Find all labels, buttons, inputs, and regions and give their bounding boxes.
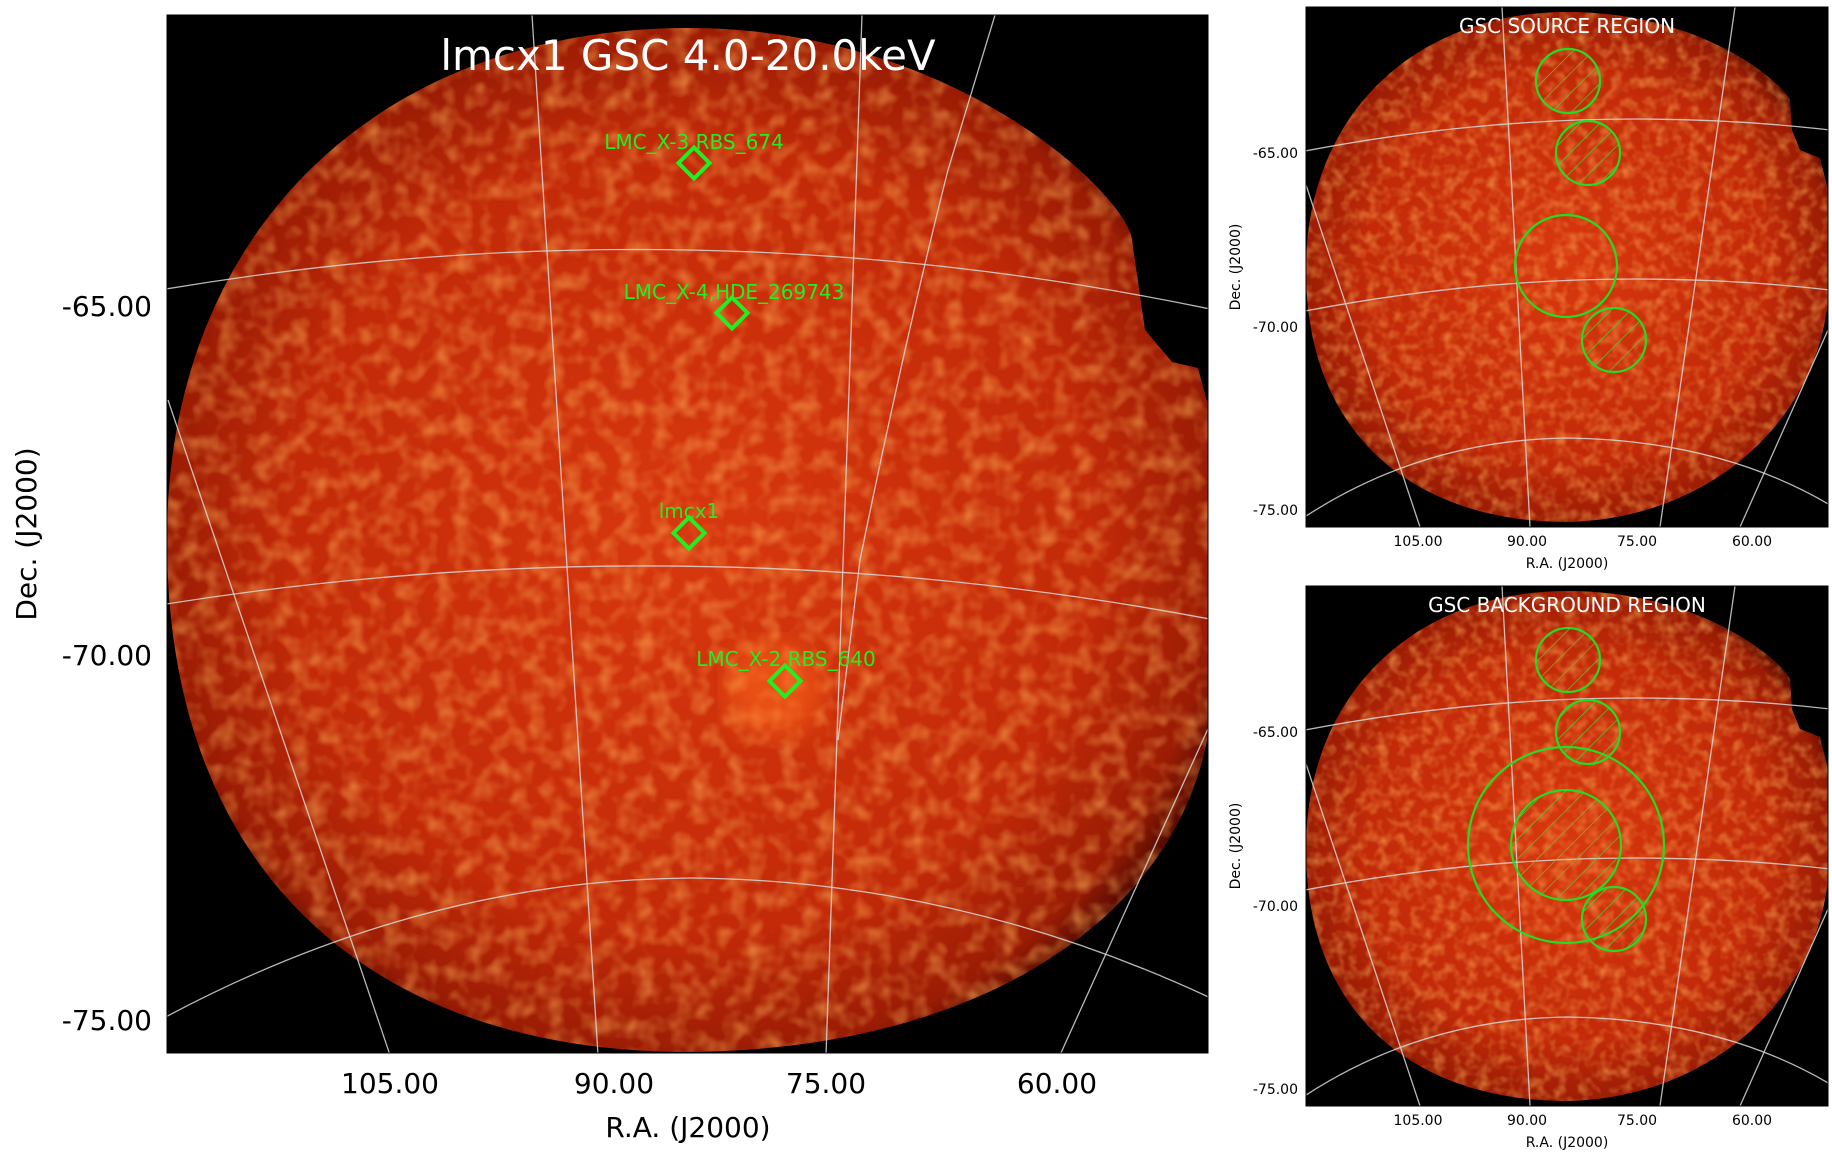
- source-x-axis-label: R.A. (J2000): [1526, 556, 1609, 572]
- background-x-tick: 105.00: [1394, 1113, 1443, 1129]
- main-panel: LMC_X-3,RBS_674 LMC_X-4,HDE_269743 lmcx1…: [10, 14, 1209, 1144]
- background-panel-title: GSC BACKGROUND REGION: [1428, 593, 1706, 617]
- background-panel-frame: [1305, 585, 1829, 1107]
- main-x-axis-label: R.A. (J2000): [605, 1111, 770, 1144]
- main-x-tick: 90.00: [574, 1067, 654, 1100]
- background-y-tick: -70.00: [1253, 899, 1298, 915]
- main-source-markers: LMC_X-3,RBS_674 LMC_X-4,HDE_269743 lmcx1…: [604, 130, 876, 700]
- background-grid: [1306, 586, 1828, 1106]
- source-y-tick: -75.00: [1253, 503, 1298, 519]
- main-y-axis-label: Dec. (J2000): [10, 447, 43, 620]
- source-region-panel: GSC SOURCE REGION -65.00 -70.00 -75.00 1…: [1228, 6, 1829, 572]
- main-x-tick: 75.00: [786, 1067, 866, 1100]
- background-x-tick: 60.00: [1732, 1113, 1772, 1129]
- source-x-tick: 90.00: [1507, 534, 1547, 550]
- source-panel-frame: [1305, 6, 1829, 528]
- background-exclusion-circle[interactable]: [1580, 885, 1648, 953]
- background-y-tick: -75.00: [1253, 1082, 1298, 1098]
- source-region-circle[interactable]: [1513, 213, 1619, 319]
- background-x-axis-label: R.A. (J2000): [1526, 1135, 1609, 1151]
- main-bright-spot: [727, 642, 823, 738]
- background-exclusion-circle[interactable]: [1509, 788, 1623, 902]
- source-label: LMC_X-2,RBS_640: [696, 647, 876, 671]
- background-x-tick: 90.00: [1507, 1113, 1547, 1129]
- source-x-tick: 60.00: [1732, 534, 1772, 550]
- source-marker-diamond[interactable]: [766, 662, 804, 700]
- source-sky-image: [1306, 7, 1828, 527]
- background-region-panel: GSC BACKGROUND REGION -65.00 -70.00 -75.…: [1228, 585, 1829, 1151]
- main-grid: [167, 15, 1208, 1053]
- main-frame: [166, 14, 1209, 1054]
- main-title: lmcx1 GSC 4.0-20.0keV: [440, 31, 936, 80]
- source-region-circle[interactable]: [1580, 306, 1648, 374]
- source-y-tick: -65.00: [1253, 146, 1298, 162]
- main-y-tick: -75.00: [62, 1004, 152, 1037]
- main-y-tick: -70.00: [62, 639, 152, 672]
- background-exclusion-circle[interactable]: [1534, 626, 1602, 694]
- background-y-tick: -65.00: [1253, 725, 1298, 741]
- source-sky-texture: [1306, 12, 1828, 522]
- source-marker-diamond[interactable]: [675, 144, 713, 182]
- source-marker-diamond[interactable]: [670, 514, 708, 552]
- background-x-tick: 75.00: [1617, 1113, 1657, 1129]
- main-x-tick: 105.00: [341, 1067, 439, 1100]
- main-y-tick: -65.00: [62, 290, 152, 323]
- source-marker-diamond[interactable]: [713, 294, 751, 332]
- source-label: LMC_X-3,RBS_674: [604, 130, 784, 154]
- source-x-tick: 105.00: [1394, 534, 1443, 550]
- source-label: LMC_X-4,HDE_269743: [624, 280, 845, 304]
- source-grid: [1306, 7, 1828, 527]
- background-y-axis-label: Dec. (J2000): [1228, 803, 1244, 890]
- source-panel-title: GSC SOURCE REGION: [1459, 14, 1675, 38]
- main-sky-texture: [167, 28, 1208, 1052]
- background-sky-image: [1306, 586, 1828, 1106]
- main-x-tick: 60.00: [1017, 1067, 1097, 1100]
- source-region-circle[interactable]: [1534, 47, 1602, 115]
- source-y-tick: -70.00: [1253, 320, 1298, 336]
- source-y-axis-label: Dec. (J2000): [1228, 224, 1244, 311]
- source-x-tick: 75.00: [1617, 534, 1657, 550]
- background-exclusion-circle[interactable]: [1554, 698, 1622, 766]
- source-label: lmcx1: [659, 499, 720, 523]
- source-region-circle[interactable]: [1554, 119, 1622, 187]
- main-sky-image: [167, 15, 1208, 1053]
